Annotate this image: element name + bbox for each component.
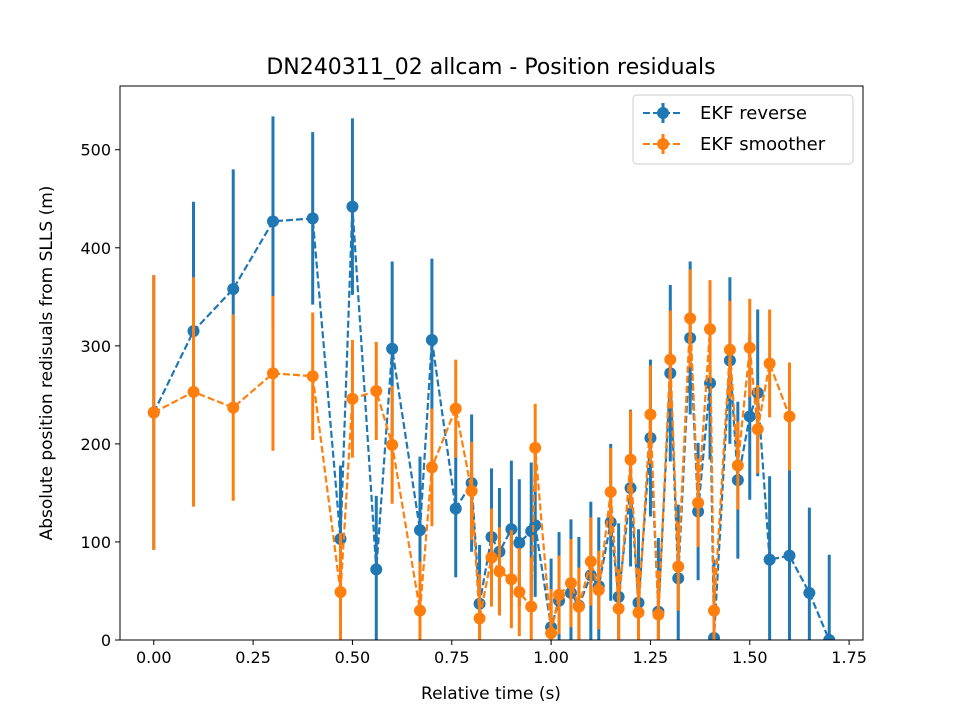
legend-marker-ekf-smoother — [657, 138, 669, 150]
data-point-ekf-smoother — [306, 370, 319, 383]
data-point-ekf-smoother — [684, 312, 697, 325]
data-point-ekf-smoother — [465, 484, 478, 497]
data-point-ekf-smoother — [624, 453, 637, 466]
axes-frame — [119, 85, 864, 641]
data-point-ekf-smoother — [584, 555, 597, 568]
x-tick-label: 1.50 — [732, 648, 768, 667]
data-point-ekf-smoother — [704, 323, 717, 336]
data-point-ekf-smoother — [425, 461, 438, 474]
data-point-ekf-reverse — [346, 200, 359, 213]
y-axis: 0 100 200 300 400 500 — [80, 141, 120, 650]
data-point-ekf-reverse — [823, 634, 836, 640]
x-tick-label: 0.50 — [335, 648, 371, 667]
data-point-ekf-reverse — [370, 563, 383, 576]
legend-entry-ekf-smoother: EKF smoother — [643, 134, 826, 155]
data-point-ekf-reverse — [505, 523, 518, 536]
data-point-ekf-smoother — [672, 560, 685, 573]
data-point-ekf-smoother — [386, 438, 399, 451]
data-point-ekf-reverse — [425, 333, 438, 346]
data-point-ekf-reverse — [227, 282, 240, 295]
data-point-ekf-reverse — [306, 212, 319, 225]
x-tick-label: 0.25 — [235, 648, 271, 667]
x-tick-label: 1.75 — [831, 648, 867, 667]
data-point-ekf-reverse — [266, 215, 279, 228]
data-point-ekf-smoother — [692, 496, 705, 509]
data-point-ekf-smoother — [592, 583, 605, 596]
data-point-ekf-smoother — [604, 485, 617, 498]
legend-entry-ekf-reverse: EKF reverse — [643, 103, 807, 124]
x-axis-label: Relative time (s) — [421, 684, 561, 704]
y-tick-label: 500 — [80, 141, 111, 160]
data-point-ekf-reverse — [449, 502, 462, 515]
series-ekf-smoother — [147, 269, 796, 640]
data-point-ekf-smoother — [505, 573, 518, 586]
data-point-ekf-smoother — [485, 551, 498, 564]
y-tick-label: 300 — [80, 337, 111, 356]
data-point-ekf-smoother — [266, 367, 279, 380]
series-line-ekf-reverse — [152, 206, 831, 640]
data-point-ekf-smoother — [564, 577, 577, 590]
data-point-ekf-smoother — [572, 600, 585, 613]
data-point-ekf-smoother — [731, 459, 744, 472]
data-point-ekf-reverse — [743, 410, 756, 423]
data-point-ekf-smoother — [743, 341, 756, 354]
data-point-ekf-smoother — [187, 385, 200, 398]
data-point-ekf-smoother — [652, 608, 665, 621]
data-point-ekf-smoother — [346, 392, 359, 405]
data-point-ekf-smoother — [644, 408, 657, 421]
data-point-ekf-smoother — [553, 588, 566, 601]
x-tick-label: 1.25 — [633, 648, 669, 667]
x-tick-label: 0.75 — [434, 648, 470, 667]
data-point-ekf-smoother — [147, 406, 160, 419]
data-point-ekf-reverse — [513, 536, 526, 549]
plot-area — [147, 116, 836, 640]
data-point-ekf-smoother — [783, 410, 796, 423]
data-point-ekf-smoother — [612, 602, 625, 615]
data-point-ekf-smoother — [723, 343, 736, 356]
data-point-ekf-smoother — [763, 357, 776, 370]
data-point-ekf-smoother — [334, 585, 347, 598]
y-tick-label: 100 — [80, 533, 111, 552]
data-point-ekf-smoother — [513, 585, 526, 598]
data-point-ekf-smoother — [632, 606, 645, 619]
legend-marker-ekf-reverse — [657, 107, 669, 119]
legend-label-ekf-reverse: EKF reverse — [700, 103, 807, 124]
x-tick-label: 1.00 — [533, 648, 569, 667]
data-point-ekf-smoother — [708, 604, 721, 617]
data-point-ekf-reverse — [529, 519, 542, 532]
data-point-ekf-smoother — [473, 612, 486, 625]
data-point-ekf-smoother — [545, 627, 558, 640]
data-point-ekf-smoother — [664, 353, 677, 366]
chart-title: DN240311_02 allcam - Position residuals — [266, 55, 715, 80]
x-tick-label: 0.00 — [136, 648, 172, 667]
data-point-ekf-smoother — [529, 441, 542, 454]
legend-label-ekf-smoother: EKF smoother — [700, 134, 826, 155]
x-axis: 0.00 0.25 0.50 0.75 1.00 1.25 1.50 1.75 — [136, 640, 867, 667]
data-point-ekf-reverse — [386, 342, 399, 355]
data-point-ekf-smoother — [227, 401, 240, 414]
y-axis-label: Absolute position redisuals from SLLS (m… — [37, 186, 57, 541]
data-point-ekf-smoother — [751, 423, 764, 436]
data-point-ekf-reverse — [763, 553, 776, 566]
data-point-ekf-reverse — [803, 586, 816, 599]
data-point-ekf-smoother — [493, 565, 506, 578]
data-point-ekf-smoother — [413, 604, 426, 617]
series-line-ekf-smoother — [153, 318, 791, 634]
legend: EKF reverse EKF smoother — [632, 94, 854, 165]
y-tick-label: 400 — [80, 239, 111, 258]
y-tick-label: 200 — [80, 435, 111, 454]
data-point-ekf-reverse — [413, 524, 426, 537]
data-point-ekf-smoother — [370, 384, 383, 397]
y-tick-label: 0 — [101, 631, 111, 650]
data-point-ekf-smoother — [449, 402, 462, 415]
data-point-ekf-smoother — [525, 600, 538, 613]
data-point-ekf-reverse — [783, 549, 796, 562]
legend-box — [632, 94, 854, 165]
